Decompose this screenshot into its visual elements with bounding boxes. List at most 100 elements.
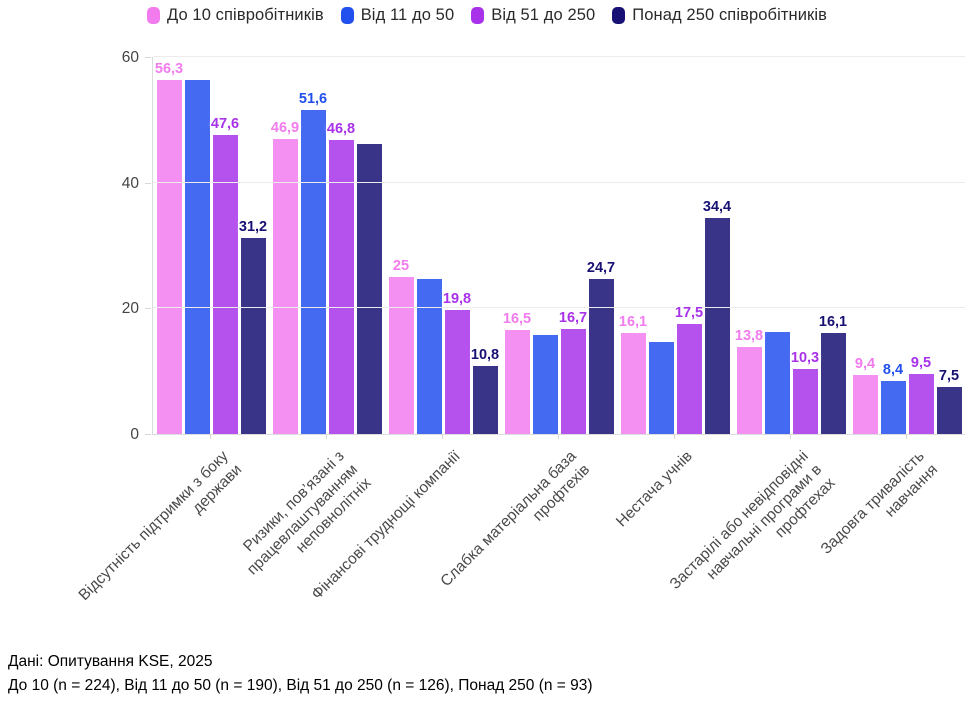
bar-slot: [184, 57, 210, 434]
gridline: [153, 307, 965, 309]
bar-slot: 10,8: [470, 57, 500, 434]
bar-value-label: 31,2: [238, 218, 268, 235]
bar-group-4: 16,1 17,5 34,4: [617, 57, 733, 434]
bar-slot: 16,5: [502, 57, 532, 434]
bar-3-0[interactable]: [240, 237, 266, 434]
x-tick-mark: [906, 434, 907, 439]
sample-size-note: До 10 (n = 224), Від 11 до 50 (n = 190),…: [8, 677, 593, 694]
y-tick-mark: [145, 434, 151, 435]
bar-1-0[interactable]: [184, 79, 210, 434]
legend-swatch-icon: [147, 7, 161, 24]
legend-item-3[interactable]: Понад 250 співробітників: [612, 6, 827, 25]
bar-slot: [648, 57, 674, 434]
y-tick-label: 0: [130, 426, 139, 443]
bar-slot: 10,3: [790, 57, 820, 434]
bar-value-label: 9,4: [854, 355, 876, 372]
bar-0-1[interactable]: [272, 139, 298, 434]
bar-value-label: 16,1: [818, 313, 848, 330]
bar-slot: 16,1: [818, 57, 848, 434]
legend-item-label: Від 51 до 250: [491, 6, 596, 24]
bar-value-label: 46,8: [326, 120, 356, 137]
bar-slot: 34,4: [702, 57, 732, 434]
y-tick-label: 60: [121, 49, 139, 66]
bar-value-label: 10,8: [470, 347, 500, 364]
plot-area: 56,3 47,6 31,2 46,9 51,6 46,8 25 19,8 10,8 16,5 16…: [152, 56, 965, 435]
bar-1-2[interactable]: [416, 278, 442, 434]
bar-1-3[interactable]: [532, 335, 558, 434]
legend-item-2[interactable]: Від 51 до 250: [471, 6, 595, 25]
bar-slot: 16,1: [619, 57, 647, 434]
x-tick-mark: [674, 434, 675, 439]
bar-value-label: 56,3: [154, 61, 184, 78]
bar-1-1[interactable]: [300, 109, 326, 434]
y-tick-label: 20: [121, 300, 139, 318]
legend-swatch-icon: [340, 7, 354, 24]
x-category-label-5: Застарілі або невідповідні навчальні прог…: [666, 447, 839, 593]
bar-group-6: 9,4 8,4 9,5 7,5: [849, 57, 965, 434]
legend-item-1[interactable]: Від 11 до 50: [340, 6, 455, 25]
bar-group-0: 56,3 47,6 31,2: [153, 57, 269, 434]
bar-0-4[interactable]: [620, 332, 646, 434]
bar-slot: 16,7: [558, 57, 588, 434]
bar-value-label: 16,7: [558, 310, 588, 327]
legend-swatch-icon: [612, 7, 626, 24]
bar-2-0[interactable]: [212, 134, 238, 434]
bar-slot: 46,8: [326, 57, 356, 434]
y-tick-mark: [145, 308, 151, 310]
legend-item-label: До 10 співробітників: [167, 6, 324, 24]
legend-swatch-icon: [471, 7, 485, 24]
bar-2-4[interactable]: [676, 324, 702, 434]
bar-2-3[interactable]: [560, 329, 586, 434]
bar-slot: 25: [388, 57, 414, 434]
y-tick-mark: [145, 182, 151, 184]
legend-item-0[interactable]: До 10 співробітників: [147, 6, 324, 25]
bar-2-2[interactable]: [444, 309, 470, 434]
bar-slot: [356, 57, 382, 434]
bar-0-3[interactable]: [504, 330, 530, 434]
bar-0-2[interactable]: [388, 276, 414, 434]
bar-group-1: 46,9 51,6 46,8: [269, 57, 385, 434]
bar-slot: 7,5: [936, 57, 962, 434]
bar-group-2: 25 19,8 10,8: [385, 57, 501, 434]
bar-0-0[interactable]: [156, 80, 182, 434]
bar-group-5: 13,8 10,3 16,1: [733, 57, 849, 434]
bar-3-4[interactable]: [704, 217, 730, 434]
legend-item-label: Від 11 до 50: [360, 6, 455, 24]
bar-groups: 56,3 47,6 31,2 46,9 51,6 46,8 25 19,8 10,8 16,5 16…: [153, 57, 965, 434]
legend-item-label: Понад 250 співробітників: [632, 6, 827, 24]
bar-value-label: 16,5: [502, 311, 532, 328]
bar-value-label: 19,8: [442, 290, 472, 307]
bar-slot: 31,2: [238, 57, 268, 434]
bar-value-label: 25: [392, 257, 410, 274]
bar-0-5[interactable]: [736, 347, 762, 434]
bar-1-5[interactable]: [764, 331, 790, 434]
bar-value-label: 51,6: [298, 90, 328, 107]
bar-3-5[interactable]: [820, 332, 846, 434]
bar-1-4[interactable]: [648, 342, 674, 434]
bar-3-6[interactable]: [936, 386, 962, 434]
x-tick-mark: [210, 434, 211, 439]
bar-2-6[interactable]: [908, 374, 934, 434]
bar-3-2[interactable]: [472, 366, 498, 434]
bar-slot: 47,6: [211, 57, 239, 434]
bar-value-label: 10,3: [790, 350, 820, 367]
bar-value-label: 46,9: [270, 120, 300, 137]
bar-2-5[interactable]: [792, 369, 818, 434]
bar-value-label: 8,4: [882, 362, 904, 379]
bar-0-6[interactable]: [852, 374, 878, 434]
bar-slot: 51,6: [298, 57, 328, 434]
gridline: [153, 181, 965, 183]
bar-value-label: 34,4: [702, 198, 732, 215]
bar-1-6[interactable]: [880, 381, 906, 434]
bar-2-1[interactable]: [328, 139, 354, 434]
bar-group-3: 16,5 16,7 24,7: [501, 57, 617, 434]
bar-value-label: 17,5: [674, 305, 704, 322]
x-tick-mark: [326, 434, 327, 439]
bar-3-1[interactable]: [356, 143, 382, 434]
bar-slot: 17,5: [674, 57, 704, 434]
x-category-label-6: Задовга тривалість навчання: [817, 447, 942, 558]
chart-legend: До 10 співробітників Від 11 до 50 Від 51 д…: [0, 6, 974, 25]
data-source-note: Дані: Опитування KSE, 2025: [8, 653, 213, 670]
bar-3-3[interactable]: [588, 278, 614, 434]
bar-slot: 46,9: [270, 57, 300, 434]
